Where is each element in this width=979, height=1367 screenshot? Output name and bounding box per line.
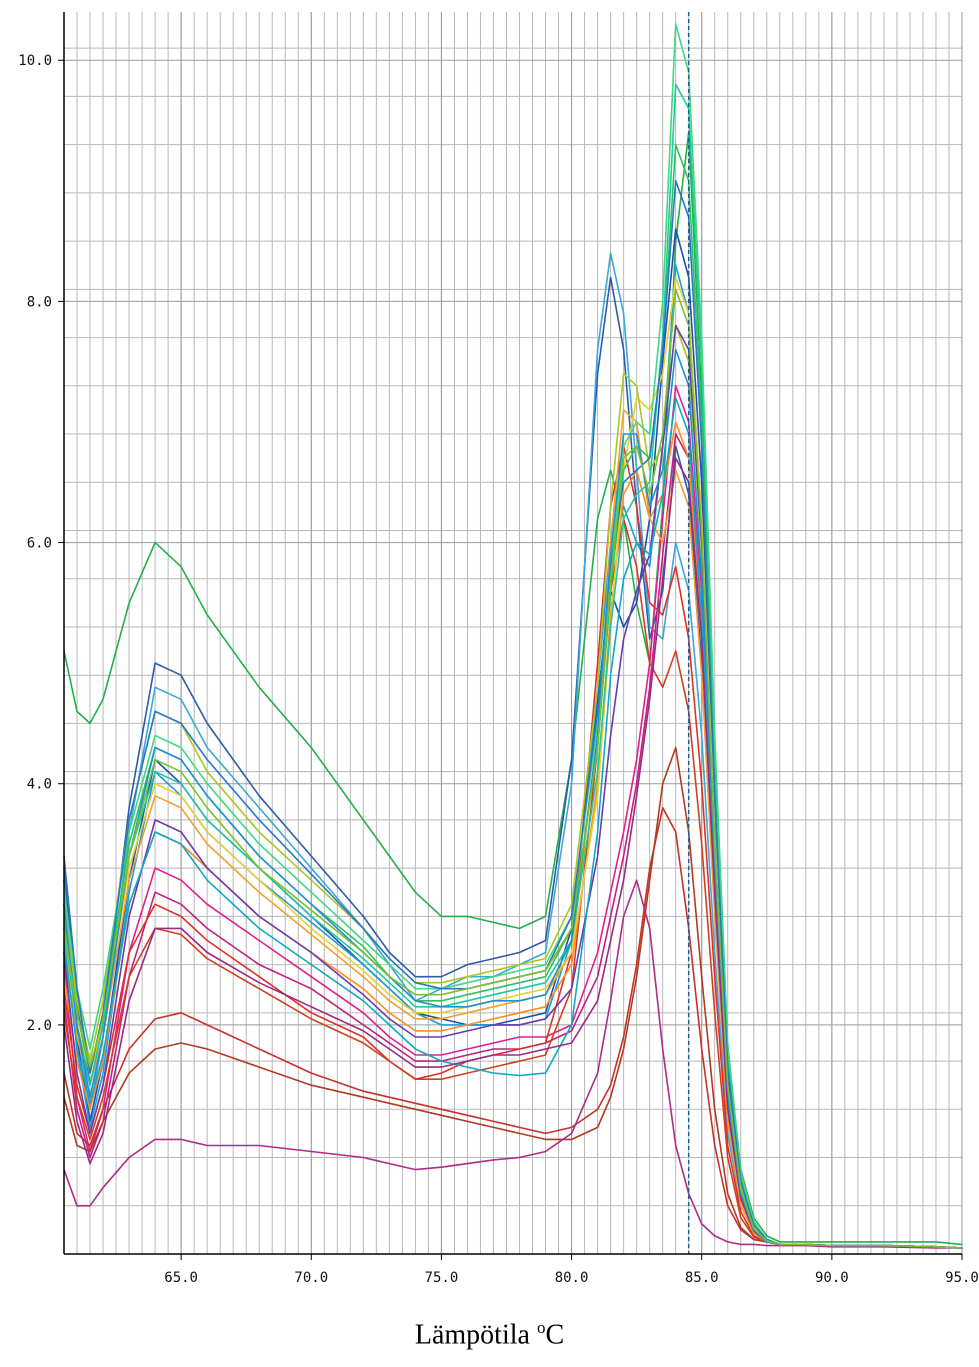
tick-labels: 65.0 70.0 75.0 80.0 85.0 90.0 95.0 2.0 4.0 6.0 8.0…	[18, 53, 979, 1286]
series-line-14	[63, 409, 963, 1249]
x-axis-label: Lämpötila	[414, 1319, 530, 1351]
series-line-4	[63, 276, 963, 1249]
x-tick-label: 70.0	[294, 1270, 328, 1286]
x-axis-unit: C	[545, 1319, 565, 1351]
series-line-12	[63, 517, 963, 1249]
series-line-11	[63, 445, 963, 1249]
major-grid	[64, 12, 963, 1254]
series-lines	[63, 23, 963, 1249]
y-tick-label: 2.0	[27, 1018, 52, 1034]
axes	[58, 12, 963, 1260]
series-line-8	[63, 807, 963, 1249]
series-line-2	[63, 228, 963, 1249]
series-line-9	[63, 746, 963, 1249]
x-tick-label: 95.0	[945, 1270, 979, 1286]
series-line-23	[63, 457, 963, 1249]
y-tick-label: 4.0	[27, 777, 52, 793]
series-line-19	[63, 23, 963, 1249]
x-tick-label: 90.0	[815, 1270, 849, 1286]
series-line-18	[63, 83, 963, 1249]
series-line-24	[63, 348, 963, 1249]
x-axis-title: Lämpötila oC	[0, 1318, 979, 1351]
series-line-10	[63, 879, 963, 1249]
series-line-17	[63, 143, 963, 1249]
series-line-20	[63, 180, 963, 1249]
x-tick-label: 85.0	[685, 1270, 719, 1286]
x-tick-label: 75.0	[425, 1270, 459, 1286]
series-line-1	[63, 131, 963, 1246]
y-tick-label: 8.0	[27, 294, 52, 310]
y-tick-label: 6.0	[27, 536, 52, 552]
x-tick-label: 65.0	[164, 1270, 198, 1286]
minor-grid	[64, 12, 962, 1254]
series-line-22	[63, 397, 963, 1249]
series-line-5	[63, 252, 963, 1249]
x-tick-label: 80.0	[555, 1270, 589, 1286]
series-line-15	[63, 276, 963, 1249]
series-line-25	[63, 288, 963, 1249]
series-line-13	[63, 421, 963, 1249]
y-tick-label: 10.0	[18, 53, 52, 69]
x-axis-unit-degree: o	[536, 1318, 546, 1337]
series-line-6	[63, 385, 963, 1249]
